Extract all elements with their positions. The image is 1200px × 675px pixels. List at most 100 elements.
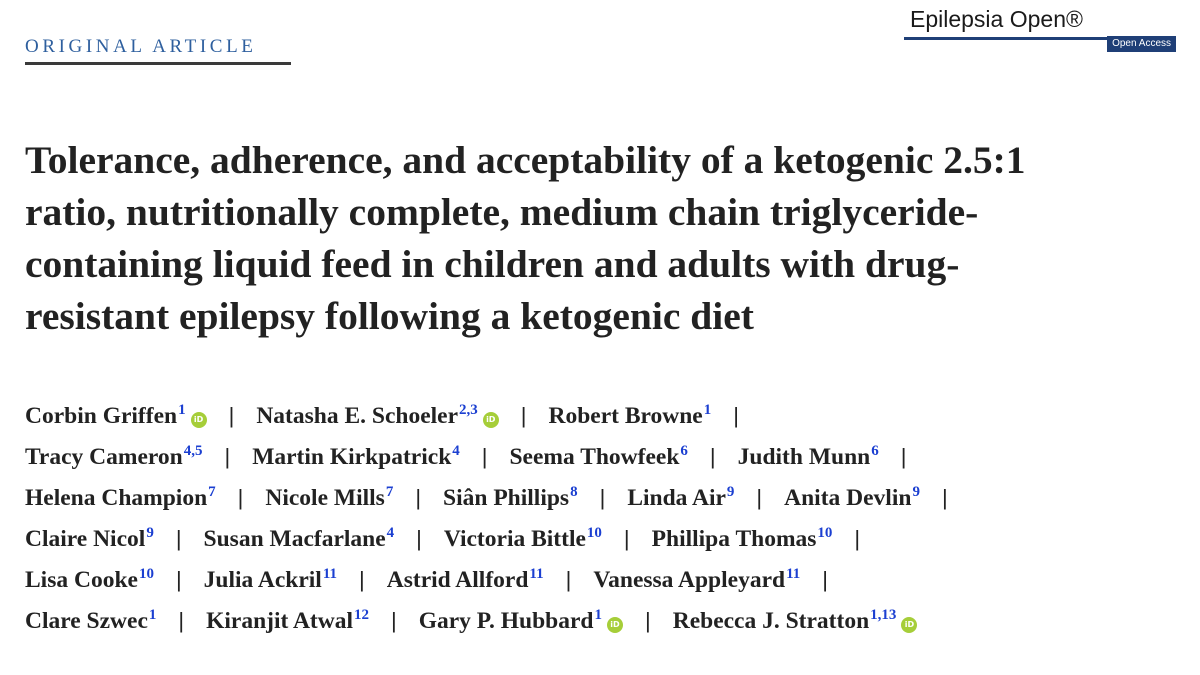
affiliation-superscript[interactable]: 9 (146, 525, 154, 541)
author-row: Lisa Cooke10 | Julia Ackril11 | Astrid Allfo… (25, 554, 1185, 595)
author-separator: | (709, 444, 716, 469)
author-name: Julia Ackril (203, 567, 322, 593)
author-separator: | (941, 485, 948, 510)
author-name: Nicole Mills (265, 485, 385, 511)
author-name: Corbin Griffen (25, 403, 178, 429)
author-name: Linda Air (627, 485, 726, 511)
affiliation-superscript[interactable]: 12 (354, 607, 369, 623)
author-row: Claire Nicol9 | Susan Macfarlane4 | Victoria… (25, 513, 1185, 554)
affiliation-superscript[interactable]: 1 (148, 607, 157, 623)
author[interactable]: Judith Munn6 (738, 431, 879, 478)
author-separator: | (416, 526, 422, 551)
title-line: Tolerance, adherence, and acceptability … (25, 138, 1026, 182)
title-line: containing liquid feed in children and a… (25, 242, 960, 286)
author[interactable]: Clare Szwec1 (25, 595, 156, 642)
author-name: Vanessa Appleyard (593, 567, 786, 593)
author-name: Anita Devlin (784, 485, 912, 511)
author[interactable]: Linda Air9 (627, 472, 734, 519)
affiliation-superscript[interactable]: 10 (817, 525, 833, 541)
orcid-icon[interactable]: iD (190, 412, 207, 428)
affiliation-superscript[interactable]: 1 (703, 402, 712, 418)
author[interactable]: Phillipa Thomas10 (652, 513, 833, 560)
author-separator: | (733, 403, 739, 428)
author-name: Astrid Allford (386, 567, 529, 593)
orcid-icon[interactable]: iD (607, 617, 623, 633)
affiliation-superscript[interactable]: 10 (586, 525, 602, 541)
affiliation-superscript[interactable]: 11 (786, 566, 801, 582)
orcid-icon[interactable]: iD (901, 617, 918, 633)
author-separator: | (391, 608, 397, 633)
affiliation-superscript[interactable]: 4 (452, 443, 460, 459)
author[interactable]: Siân Phillips8 (443, 472, 578, 519)
author-separator: | (481, 444, 488, 469)
title-line: resistant epilepsy following a ketogenic… (25, 294, 754, 338)
title-line: ratio, nutritionally complete, medium ch… (25, 190, 979, 234)
article-type-underline (25, 62, 291, 65)
affiliation-superscript[interactable]: 10 (138, 566, 154, 582)
journal-logo[interactable]: Epilepsia Open® Open Access (904, 6, 1176, 52)
author[interactable]: Julia Ackril11 (204, 554, 337, 601)
author-name: Phillipa Thomas (651, 526, 817, 552)
author-name: Gary P. Hubbard (418, 608, 594, 634)
author-separator: | (175, 567, 182, 592)
author-separator: | (565, 567, 572, 592)
author[interactable]: Helena Champion7 (25, 472, 216, 519)
author-name: Tracy Cameron (25, 444, 183, 470)
author[interactable]: Tracy Cameron4,5 (25, 431, 202, 478)
author[interactable]: Natasha E. Schoeler2,3iD (256, 390, 499, 437)
author[interactable]: Rebecca J. Stratton1,13iD (673, 595, 918, 642)
author-separator: | (645, 608, 651, 633)
author-name: Judith Munn (737, 444, 871, 470)
author[interactable]: Vanessa Appleyard11 (593, 554, 800, 601)
author-row: Clare Szwec1 | Kiranjit Atwal12 | Gary P. Hu… (25, 595, 1185, 636)
author[interactable]: Susan Macfarlane4 (204, 513, 395, 560)
author[interactable]: Victoria Bittle10 (444, 513, 602, 560)
author-name: Natasha E. Schoeler (256, 403, 459, 429)
author-row: Helena Champion7 | Nicole Mills7 | Siân Phil… (25, 472, 1185, 513)
affiliation-superscript[interactable]: 6 (680, 443, 688, 459)
author-name: Robert Browne (548, 403, 703, 429)
affiliation-superscript[interactable]: 9 (726, 484, 735, 500)
affiliation-superscript[interactable]: 11 (322, 566, 338, 582)
affiliation-superscript[interactable]: 8 (570, 484, 578, 500)
author[interactable]: Anita Devlin9 (784, 472, 920, 519)
affiliation-superscript[interactable]: 4 (386, 525, 395, 541)
author-separator: | (237, 485, 244, 510)
author[interactable]: Lisa Cooke10 (25, 554, 154, 601)
author-separator: | (359, 567, 365, 592)
author-separator: | (756, 485, 763, 510)
author-separator: | (224, 444, 231, 469)
author-name: Lisa Cooke (25, 567, 138, 593)
author[interactable]: Kiranjit Atwal12 (206, 595, 369, 642)
author-name: Clare Szwec (25, 608, 148, 634)
author-separator: | (623, 526, 630, 551)
author-name: Victoria Bittle (443, 526, 586, 552)
author[interactable]: Corbin Griffen1iD (25, 390, 207, 437)
affiliation-superscript[interactable]: 1 (594, 607, 603, 623)
affiliation-superscript[interactable]: 2,3 (459, 402, 478, 418)
affiliation-superscript[interactable]: 1 (178, 402, 186, 418)
author-row: Corbin Griffen1iD | Natasha E. Schoeler2,3… (25, 390, 1185, 431)
author[interactable]: Robert Browne1 (548, 390, 711, 437)
author[interactable]: Nicole Mills7 (265, 472, 393, 519)
author[interactable]: Seema Thowfeek6 (509, 431, 687, 478)
author-separator: | (599, 485, 606, 510)
affiliation-superscript[interactable]: 7 (208, 484, 216, 500)
author-separator: | (900, 444, 907, 469)
open-access-badge: Open Access (1107, 36, 1176, 52)
affiliation-superscript[interactable]: 11 (529, 566, 544, 582)
author[interactable]: Gary P. Hubbard1iD (419, 595, 623, 642)
author[interactable]: Martin Kirkpatrick4 (252, 431, 460, 478)
author-name: Susan Macfarlane (203, 526, 386, 552)
orcid-icon[interactable]: iD (482, 412, 499, 428)
affiliation-superscript[interactable]: 9 (912, 484, 920, 500)
affiliation-superscript[interactable]: 1,13 (870, 607, 897, 623)
author[interactable]: Astrid Allford11 (387, 554, 544, 601)
affiliation-superscript[interactable]: 7 (385, 484, 394, 500)
affiliation-superscript[interactable]: 4,5 (183, 443, 203, 459)
author[interactable]: Claire Nicol9 (25, 513, 154, 560)
article-type-label: ORIGINAL ARTICLE (25, 36, 257, 57)
affiliation-superscript[interactable]: 6 (871, 443, 879, 459)
author-separator: | (228, 403, 235, 428)
author-name: Siân Phillips (443, 485, 570, 511)
